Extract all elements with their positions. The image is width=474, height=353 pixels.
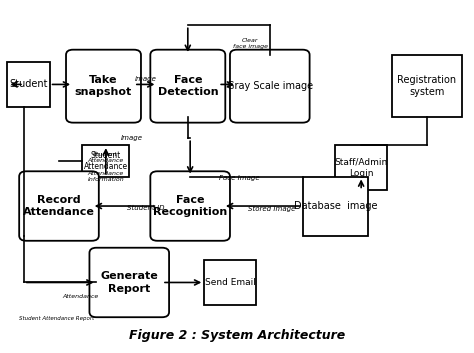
Text: Send Email: Send Email (205, 278, 255, 287)
Text: Stored Image: Stored Image (248, 205, 296, 211)
Text: Generate
Report: Generate Report (100, 271, 158, 294)
FancyBboxPatch shape (8, 62, 50, 107)
FancyBboxPatch shape (336, 145, 387, 190)
FancyBboxPatch shape (82, 145, 129, 176)
Text: Database  image: Database image (293, 201, 377, 211)
Text: Staff/Admin
Login: Staff/Admin Login (335, 158, 388, 178)
FancyBboxPatch shape (392, 55, 462, 118)
Text: Record
Attendance: Record Attendance (23, 195, 95, 217)
Text: Face
Recognition: Face Recognition (153, 195, 227, 217)
FancyBboxPatch shape (230, 50, 310, 122)
Text: image: image (135, 76, 156, 82)
FancyBboxPatch shape (302, 176, 368, 235)
Text: Student Attendance Report: Student Attendance Report (19, 316, 94, 322)
Text: Student
Attendance: Student Attendance (84, 151, 128, 171)
Text: Registration
system: Registration system (397, 75, 456, 97)
FancyBboxPatch shape (90, 248, 169, 317)
Text: Gray Scale image: Gray Scale image (227, 81, 313, 91)
FancyBboxPatch shape (204, 260, 256, 305)
FancyBboxPatch shape (150, 171, 230, 241)
Text: Face Image: Face Image (219, 175, 260, 181)
FancyBboxPatch shape (150, 50, 225, 122)
FancyBboxPatch shape (66, 50, 141, 122)
Text: Face
Detection: Face Detection (157, 75, 218, 97)
Text: Attendance: Attendance (62, 294, 98, 299)
Text: Figure 2 : System Architecture: Figure 2 : System Architecture (129, 329, 345, 342)
FancyBboxPatch shape (19, 171, 99, 241)
Text: Image: Image (120, 135, 143, 141)
Text: Student ID: Student ID (127, 205, 164, 211)
Text: Student: Student (9, 79, 48, 89)
Text: Student
Attendance: Student Attendance (88, 152, 124, 163)
Text: Attendance
Information: Attendance Information (88, 171, 124, 182)
Text: Take
snapshot: Take snapshot (75, 75, 132, 97)
Text: Clear
face image: Clear face image (233, 38, 268, 49)
